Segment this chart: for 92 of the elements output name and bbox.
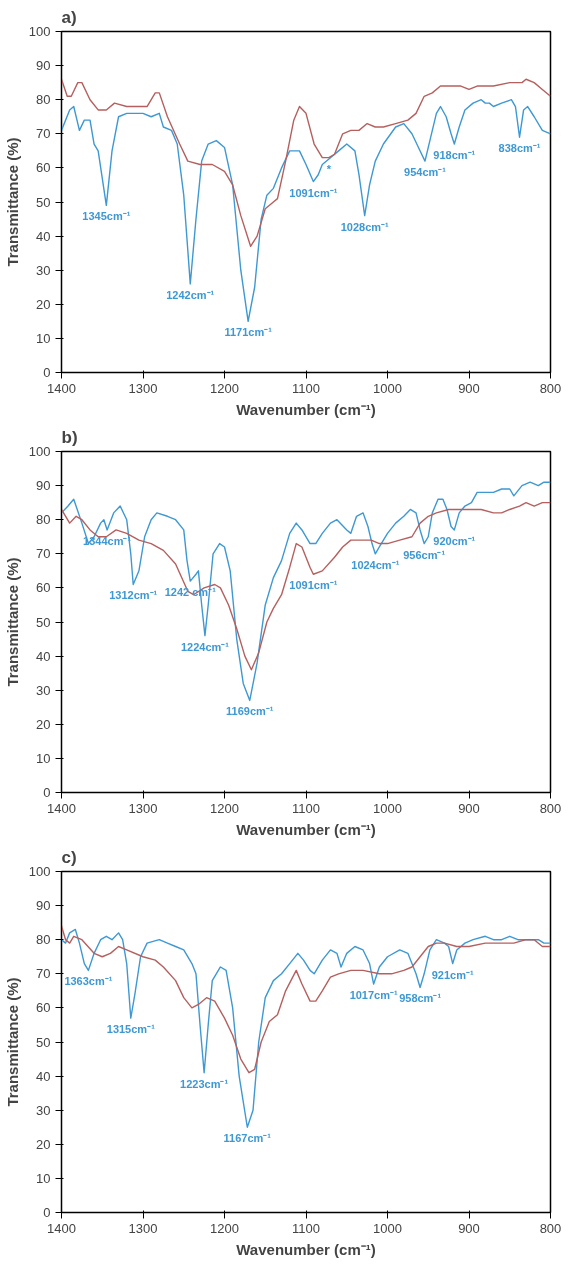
x-tick-label: 1100 [292, 380, 320, 396]
y-tick-label: 60 [36, 580, 51, 596]
y-tick-label: 60 [36, 160, 51, 176]
x-axis-title: Wavenumber (cm⁻¹) [236, 1240, 376, 1258]
y-tick-label: 0 [43, 785, 51, 800]
y-tick-label: 10 [36, 330, 51, 346]
annotation: 1167cm⁻¹ [223, 1132, 272, 1145]
y-tick-label: 20 [36, 1136, 51, 1152]
x-axis-title: Wavenumber (cm⁻¹) [236, 820, 376, 838]
y-tick-label: 90 [36, 478, 51, 494]
y-tick-label: 10 [36, 750, 51, 766]
annotation: 1223cm⁻¹ [180, 1077, 229, 1090]
annotation: 1224cm⁻¹ [180, 640, 230, 653]
y-tick-label: 80 [36, 512, 51, 528]
x-tick-label: 1100 [292, 1220, 320, 1236]
x-tick-label: 1000 [373, 380, 402, 396]
annotation: 920cm⁻¹ [433, 534, 476, 547]
y-tick-label: 60 [36, 1000, 51, 1016]
line-series [61, 501, 551, 671]
annotation: 1242cm⁻¹ [166, 288, 215, 301]
x-tick-label: 800 [539, 1220, 562, 1236]
annotation: * [326, 162, 332, 175]
y-tick-label: 70 [36, 126, 51, 142]
y-tick-label: 20 [36, 296, 51, 312]
y-tick-label: 40 [36, 228, 51, 244]
y-tick-label: 10 [36, 1170, 51, 1186]
line-series [61, 99, 551, 323]
annotation: 1017cm⁻¹ [349, 989, 398, 1002]
annotation: 918cm⁻¹ [433, 149, 476, 162]
annotation: 1345cm⁻¹ [82, 210, 131, 223]
y-axis-title: Transmittance (%) [3, 977, 21, 1107]
y-tick-label: 30 [36, 682, 51, 698]
x-tick-label: 1400 [47, 380, 76, 396]
y-tick-label: 50 [36, 614, 51, 630]
line-series [61, 928, 551, 1128]
annotation: 1315cm⁻¹ [106, 1023, 156, 1036]
y-tick-label: 30 [36, 262, 51, 278]
y-tick-label: 90 [36, 58, 51, 74]
y-tick-label: 70 [36, 546, 51, 562]
annotation: 1091cm⁻¹ [289, 579, 338, 592]
y-tick-label: 50 [36, 1034, 51, 1050]
y-tick-label: 80 [36, 932, 51, 948]
annotation: 1024cm⁻¹ [351, 558, 400, 571]
y-tick-label: 40 [36, 648, 51, 664]
y-tick-label: 90 [36, 898, 51, 914]
y-tick-label: 70 [36, 966, 51, 982]
x-tick-label: 1300 [128, 800, 158, 816]
x-tick-label: 900 [458, 380, 480, 396]
x-axis-title: Wavenumber (cm⁻¹) [236, 400, 376, 418]
x-tick-label: 1200 [210, 800, 239, 816]
y-tick-label: 30 [36, 1102, 51, 1118]
annotation: 1171cm⁻¹ [224, 326, 273, 339]
x-tick-label: 1400 [47, 1220, 76, 1236]
x-tick-label: 1000 [373, 800, 402, 816]
annotation: 954cm⁻¹ [404, 166, 447, 179]
x-tick-label: 1400 [47, 800, 76, 816]
line-series [61, 78, 551, 248]
x-tick-label: 1100 [292, 800, 320, 816]
y-axis-title: Transmittance (%) [3, 557, 21, 687]
annotation: 1363cm⁻¹ [64, 975, 113, 988]
y-tick-label: 0 [43, 1205, 51, 1220]
y-tick-label: 100 [28, 444, 51, 459]
y-tick-label: 80 [36, 92, 51, 108]
chart-title: c) [61, 847, 77, 867]
y-axis-title: Transmittance (%) [3, 137, 21, 267]
annotation: 1169cm⁻¹ [226, 705, 274, 718]
annotation: 1028cm⁻¹ [340, 220, 390, 233]
y-tick-label: 20 [36, 716, 51, 732]
y-tick-label: 100 [28, 864, 51, 879]
annotation: 921cm⁻¹ [431, 968, 474, 981]
annotation: 956cm⁻¹ [403, 548, 446, 561]
annotation: 958cm⁻¹ [399, 992, 442, 1005]
chart-title: b) [61, 427, 78, 447]
line-series [61, 925, 551, 1074]
x-tick-label: 900 [458, 800, 480, 816]
x-tick-label: 1300 [128, 380, 158, 396]
x-tick-label: 1200 [210, 1220, 239, 1236]
x-tick-label: 1200 [210, 380, 239, 396]
y-tick-label: 100 [28, 24, 51, 39]
x-tick-label: 800 [539, 800, 562, 816]
annotation: 838cm⁻¹ [498, 142, 541, 155]
y-tick-label: 50 [36, 194, 51, 210]
x-tick-label: 900 [458, 1220, 480, 1236]
x-tick-label: 1300 [128, 1220, 158, 1236]
x-tick-label: 800 [539, 380, 562, 396]
y-tick-label: 40 [36, 1068, 51, 1084]
chart-title: a) [61, 7, 77, 27]
y-tick-label: 0 [43, 365, 51, 380]
x-tick-label: 1000 [373, 1220, 402, 1236]
annotation: 1312cm⁻¹ [109, 589, 158, 602]
line-series [61, 481, 551, 702]
annotation: 1091cm⁻¹ [289, 186, 338, 199]
